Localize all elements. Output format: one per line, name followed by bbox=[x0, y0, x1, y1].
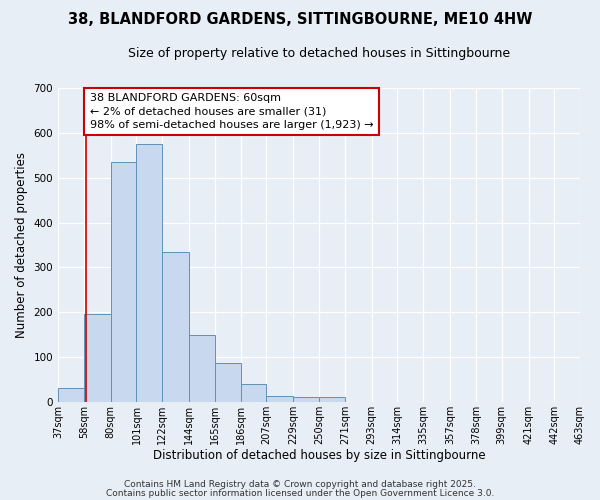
Bar bbox=[266, 396, 293, 402]
Bar bbox=[58, 388, 84, 402]
Bar bbox=[111, 162, 136, 402]
Text: 38 BLANDFORD GARDENS: 60sqm
← 2% of detached houses are smaller (31)
98% of semi: 38 BLANDFORD GARDENS: 60sqm ← 2% of deta… bbox=[90, 94, 374, 130]
Bar bbox=[162, 252, 189, 402]
Bar bbox=[215, 363, 241, 402]
Bar bbox=[136, 144, 162, 402]
Bar bbox=[319, 398, 345, 402]
Text: Contains public sector information licensed under the Open Government Licence 3.: Contains public sector information licen… bbox=[106, 488, 494, 498]
Title: Size of property relative to detached houses in Sittingbourne: Size of property relative to detached ho… bbox=[128, 48, 510, 60]
Bar bbox=[241, 384, 266, 402]
Bar bbox=[293, 398, 319, 402]
Bar bbox=[84, 314, 111, 402]
Y-axis label: Number of detached properties: Number of detached properties bbox=[15, 152, 28, 338]
Text: Contains HM Land Registry data © Crown copyright and database right 2025.: Contains HM Land Registry data © Crown c… bbox=[124, 480, 476, 489]
Text: 38, BLANDFORD GARDENS, SITTINGBOURNE, ME10 4HW: 38, BLANDFORD GARDENS, SITTINGBOURNE, ME… bbox=[68, 12, 532, 28]
Bar bbox=[189, 336, 215, 402]
X-axis label: Distribution of detached houses by size in Sittingbourne: Distribution of detached houses by size … bbox=[153, 450, 485, 462]
